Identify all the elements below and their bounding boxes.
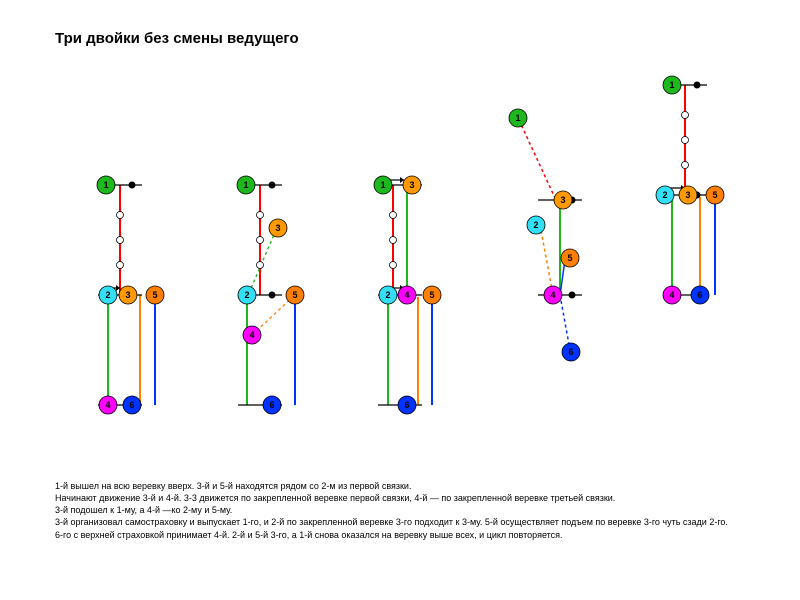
climber-node: 6 (123, 396, 141, 414)
svg-text:4: 4 (105, 400, 110, 410)
svg-text:6: 6 (129, 400, 134, 410)
rope-marker (390, 237, 397, 244)
climber-node: 4 (99, 396, 117, 414)
anchor-dot (269, 292, 276, 299)
svg-text:6: 6 (269, 400, 274, 410)
svg-text:3: 3 (275, 223, 280, 233)
caption-line: 3-й организовал самостраховку и выпускае… (55, 516, 760, 528)
caption-line: 6-го с верхней страховкой принимает 4-й.… (55, 529, 760, 541)
svg-text:1: 1 (380, 180, 385, 190)
svg-text:2: 2 (533, 220, 538, 230)
climber-node: 1 (237, 176, 255, 194)
climber-node: 1 (509, 109, 527, 127)
rope-line (560, 295, 570, 350)
climber-node: 1 (97, 176, 115, 194)
svg-text:1: 1 (103, 180, 108, 190)
rope-marker (257, 262, 264, 269)
caption-block: 1-й вышел на всю веревку вверх. 3-й и 5-… (55, 480, 760, 541)
svg-text:3: 3 (685, 190, 690, 200)
svg-text:2: 2 (244, 290, 249, 300)
climber-node: 6 (691, 286, 709, 304)
climber-node: 4 (243, 326, 261, 344)
svg-text:2: 2 (385, 290, 390, 300)
climber-node: 6 (398, 396, 416, 414)
rope-marker (682, 112, 689, 119)
rope-marker (390, 212, 397, 219)
svg-text:6: 6 (697, 290, 702, 300)
anchor-dot (694, 82, 701, 89)
rope-marker (117, 262, 124, 269)
svg-text:5: 5 (567, 253, 572, 263)
svg-text:3: 3 (125, 290, 130, 300)
climber-node: 3 (403, 176, 421, 194)
caption-line: 3-й подошел к 1-му, а 4-й —ко 2-му и 5-м… (55, 504, 760, 516)
anchor-dot (269, 182, 276, 189)
climber-node: 2 (238, 286, 256, 304)
climber-node: 5 (423, 286, 441, 304)
climber-node: 3 (679, 186, 697, 204)
svg-text:5: 5 (152, 290, 157, 300)
climber-node: 4 (544, 286, 562, 304)
climber-node: 5 (146, 286, 164, 304)
climber-node: 3 (119, 286, 137, 304)
rope-line (540, 225, 553, 295)
svg-text:6: 6 (568, 347, 573, 357)
climber-node: 6 (263, 396, 281, 414)
climber-node: 5 (706, 186, 724, 204)
svg-text:5: 5 (429, 290, 434, 300)
climber-node: 2 (379, 286, 397, 304)
climber-node: 3 (269, 219, 287, 237)
climber-node: 5 (286, 286, 304, 304)
svg-text:2: 2 (662, 190, 667, 200)
rope-marker (682, 162, 689, 169)
rope-marker (682, 137, 689, 144)
climber-node: 3 (554, 191, 572, 209)
svg-text:5: 5 (292, 290, 297, 300)
anchor-dot (129, 182, 136, 189)
svg-text:4: 4 (669, 290, 674, 300)
svg-text:4: 4 (550, 290, 555, 300)
svg-text:5: 5 (712, 190, 717, 200)
climber-node: 6 (562, 343, 580, 361)
svg-text:4: 4 (249, 330, 254, 340)
anchor-dot (569, 292, 576, 299)
climber-node: 2 (656, 186, 674, 204)
svg-text:1: 1 (669, 80, 674, 90)
svg-text:4: 4 (404, 290, 409, 300)
climber-node: 4 (663, 286, 681, 304)
caption-line: Начинают движение 3-й и 4-й. 3-3 движетс… (55, 492, 760, 504)
svg-text:1: 1 (515, 113, 520, 123)
rope-marker (390, 262, 397, 269)
rope-marker (257, 212, 264, 219)
climber-node: 4 (398, 286, 416, 304)
climber-node: 2 (527, 216, 545, 234)
rope-line (519, 120, 555, 198)
rope-marker (117, 237, 124, 244)
svg-text:1: 1 (243, 180, 248, 190)
rope-marker (257, 237, 264, 244)
climber-node: 1 (374, 176, 392, 194)
svg-text:2: 2 (105, 290, 110, 300)
climber-node: 1 (663, 76, 681, 94)
svg-text:6: 6 (404, 400, 409, 410)
caption-line: 1-й вышел на всю веревку вверх. 3-й и 5-… (55, 480, 760, 492)
rope-marker (117, 212, 124, 219)
climber-node: 2 (99, 286, 117, 304)
climber-node: 5 (561, 249, 579, 267)
svg-text:3: 3 (409, 180, 414, 190)
svg-text:3: 3 (560, 195, 565, 205)
